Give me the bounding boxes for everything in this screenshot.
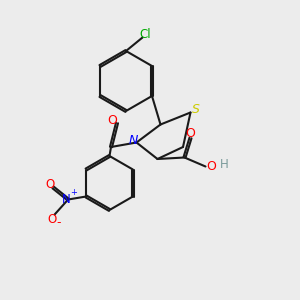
Text: H: H: [220, 158, 229, 172]
Text: N: N: [62, 193, 71, 206]
Text: O: O: [47, 213, 56, 226]
Text: O: O: [206, 160, 216, 173]
Text: -: -: [56, 216, 61, 230]
Text: S: S: [192, 103, 200, 116]
Text: O: O: [45, 178, 54, 191]
Text: N: N: [129, 134, 138, 148]
Text: +: +: [70, 188, 77, 196]
Text: O: O: [186, 127, 195, 140]
Text: Cl: Cl: [140, 28, 151, 41]
Text: O: O: [108, 113, 117, 127]
